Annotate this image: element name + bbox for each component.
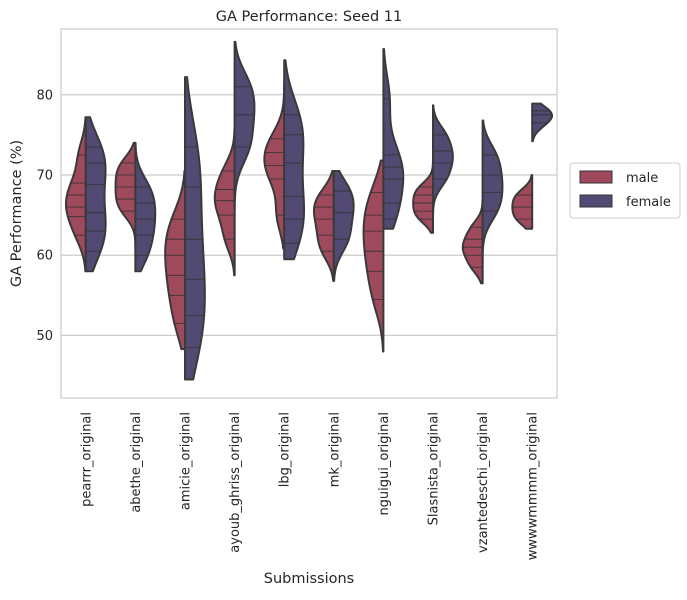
x-tick-label: abethe_original [129,412,144,513]
y-tick-label: 60 [36,249,53,264]
violin-half-male [263,81,286,250]
violin-half-female [233,40,256,277]
x-tick-label: lbg_original [278,412,293,487]
violin-half-female [481,119,504,285]
x-tick-label: nguigui_original [377,412,392,516]
violin-half-male [511,173,534,230]
legend-swatch-male [579,170,613,184]
x-tick-labels: pearrr_original abethe_original amicie_ori… [79,412,540,560]
y-tick-label: 70 [36,168,53,183]
x-tick-label: pearrr_original [79,412,94,507]
violin-half-female [283,59,306,261]
chart-title: GA Performance: Seed 11 [216,9,402,25]
y-tick-label: 80 [36,88,53,103]
x-tick-label: vzantedeschi_original [476,412,491,553]
violin-half-female [134,141,157,273]
violin-half-male [64,116,87,273]
violin-half-male [312,169,335,282]
violin-half-female [332,169,355,282]
violin-half-male [213,127,236,277]
y-tick-label: 50 [36,329,53,344]
x-tick-label: wwwwmmmm_original [526,412,541,560]
violin-half-female [84,116,107,273]
x-tick-label: amicie_original [179,412,194,510]
x-tick-label: Slasnista_original [427,412,442,525]
x-tick-label: ayoub_ghriss_original [228,412,243,553]
violin-half-male [114,141,137,273]
x-tick-label: mk_original [327,412,342,487]
violin-half-female [531,102,554,143]
violin-half-female [184,76,206,381]
legend: male female [569,162,681,219]
legend-label-male: male [626,171,658,186]
x-axis-title: Submissions [264,571,355,587]
violin-half-male [164,169,186,351]
y-tick-labels: 50 60 70 80 [36,88,53,344]
violin-half-female [382,48,405,230]
legend-swatch-female [579,194,613,208]
violin-layer [64,40,554,381]
legend-label-female: female [626,195,671,210]
violin-half-female [432,104,454,234]
violin-half-male [461,199,484,285]
plot-frame [60,28,558,399]
y-axis-title: GA Performance (%) [9,140,25,287]
violin-half-male [362,159,385,353]
